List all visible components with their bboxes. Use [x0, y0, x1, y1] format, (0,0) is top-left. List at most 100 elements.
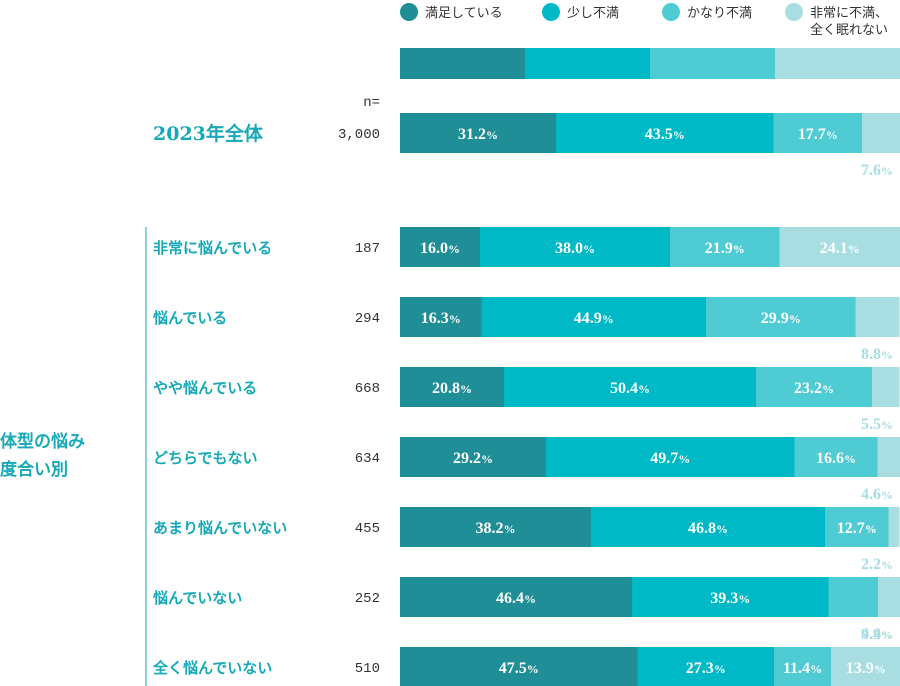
data-label: 4.4% [861, 626, 893, 643]
data-label-value: 39.3 [710, 590, 738, 607]
legend-label: 非常に不満、全く眠れない [810, 6, 888, 38]
data-label-value: 44.9 [574, 310, 602, 327]
data-label: 29.9% [761, 310, 801, 327]
data-label: 29.2% [453, 450, 493, 467]
legend-marker [400, 3, 418, 21]
data-label-value: 13.9 [846, 660, 874, 677]
row-n: 187 [355, 241, 380, 257]
data-label-unit: % [844, 452, 856, 466]
bar-segment-1 [400, 227, 480, 267]
bar-segment-3 [774, 647, 831, 686]
legend-marker [662, 3, 680, 21]
bar-segment-3 [773, 113, 862, 153]
data-label: 24.1% [820, 240, 860, 257]
row-n: 252 [355, 591, 380, 607]
data-label-unit: % [822, 382, 834, 396]
bar-segment-2 [546, 437, 795, 477]
bar-segment-4 [888, 507, 900, 547]
data-label-unit: % [789, 312, 801, 326]
data-label-value: 16.6 [816, 450, 844, 467]
total-row-label: 2023年全体 [153, 122, 264, 145]
bar-segment-2 [481, 297, 706, 337]
data-label-value: 16.3 [421, 310, 449, 327]
data-label-unit: % [678, 452, 690, 466]
data-label-value: 16.0 [420, 240, 448, 257]
row-n: 634 [355, 451, 380, 467]
data-label-unit: % [881, 558, 893, 572]
data-label-value: 8.8 [861, 346, 881, 363]
data-label: 47.5% [499, 660, 539, 677]
bar-segment-4 [855, 297, 900, 337]
bar-segment-1 [400, 647, 638, 686]
data-label-unit: % [881, 488, 893, 502]
row-label: 悩んでいる [152, 309, 227, 327]
row-n: 294 [355, 311, 380, 327]
legend-key-segment [400, 48, 525, 79]
group-label-line: 度合い別 [0, 459, 68, 480]
data-label-unit: % [865, 522, 877, 536]
data-label-unit: % [881, 628, 893, 642]
data-label-value: 49.7 [650, 450, 678, 467]
data-label: 31.2% [458, 126, 498, 143]
group-label: 体型の悩み度合い別 [0, 431, 85, 480]
data-label: 38.0% [555, 240, 595, 257]
data-label-unit: % [448, 242, 460, 256]
row-label: どちらでもない [153, 449, 258, 467]
data-label: 23.2% [794, 380, 834, 397]
row-label: 悩んでいない [152, 589, 242, 607]
bar-segment-4 [878, 577, 900, 617]
legend-label: 満足している [425, 6, 503, 21]
legend-key-segment [650, 48, 775, 79]
data-label-value: 23.2 [794, 380, 822, 397]
data-label: 46.8% [688, 520, 728, 537]
data-label-unit: % [810, 662, 822, 676]
n-header: n= [363, 95, 380, 111]
data-label-value: 43.5 [645, 126, 673, 143]
data-label-value: 38.2 [476, 520, 504, 537]
data-label-unit: % [486, 128, 498, 142]
data-label: 12.7% [837, 520, 877, 537]
data-label-value: 27.3 [686, 660, 714, 677]
data-label-value: 20.8 [432, 380, 460, 397]
bar-segment-4 [877, 437, 900, 477]
data-label-value: 29.2 [453, 450, 481, 467]
data-label: 16.6% [816, 450, 856, 467]
data-label-value: 21.9 [705, 240, 733, 257]
data-label-unit: % [673, 128, 685, 142]
bar-segment-1 [400, 577, 632, 617]
data-label-value: 7.6 [861, 162, 881, 179]
legend-marker [785, 3, 803, 21]
data-label-value: 38.0 [555, 240, 583, 257]
row-label: 全く悩んでいない [152, 659, 272, 677]
data-label-value: 4.4 [861, 626, 881, 643]
data-label-unit: % [881, 164, 893, 178]
bar-segment-3 [670, 227, 780, 267]
data-label-value: 2.2 [861, 556, 881, 573]
bar-segment-1 [400, 507, 591, 547]
data-label-unit: % [733, 242, 745, 256]
data-label-unit: % [716, 522, 728, 536]
data-label: 7.6% [861, 162, 893, 179]
legend-label: 少し不満 [567, 6, 619, 21]
legend-marker [542, 3, 560, 21]
row-label: あまり悩んでいない [153, 519, 287, 537]
bar-segment-1 [400, 297, 482, 337]
bar-segment-2 [556, 113, 774, 153]
row-label: やや悩んでいる [153, 379, 257, 397]
legend-label-line: 全く眠れない [810, 22, 888, 38]
legend-label-line: 非常に不満、 [810, 6, 888, 21]
data-label-unit: % [460, 382, 472, 396]
data-label: 8.8% [861, 346, 893, 363]
data-label-unit: % [524, 592, 536, 606]
data-label: 39.3% [710, 590, 750, 607]
bar-segment-2 [504, 367, 756, 407]
bar-segment-4 [779, 227, 900, 267]
bar-segment-4 [831, 647, 900, 686]
legend-label-line: 満足している [425, 6, 503, 21]
data-label: 5.5% [861, 416, 893, 433]
data-label: 43.5% [645, 126, 685, 143]
bar-segment-2 [591, 507, 825, 547]
bar-segment-2 [632, 577, 829, 617]
bar-segment-3 [794, 437, 878, 477]
